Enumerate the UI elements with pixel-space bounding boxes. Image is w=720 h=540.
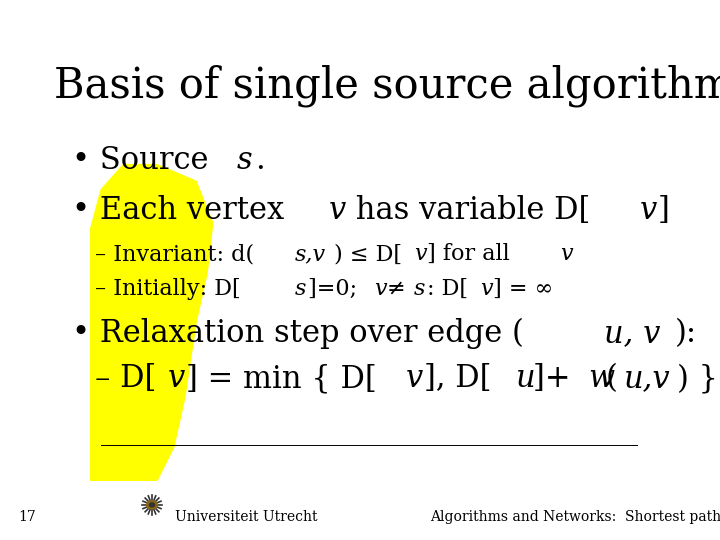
Text: ) }: ) } [678, 363, 719, 394]
Text: ≠: ≠ [387, 278, 413, 300]
Text: – Initially: D[: – Initially: D[ [95, 278, 240, 300]
Text: v: v [640, 195, 657, 226]
Text: ] = min { D[: ] = min { D[ [186, 363, 377, 394]
Text: ]: ] [657, 195, 670, 226]
Text: • Relaxation step over edge (: • Relaxation step over edge ( [72, 318, 524, 349]
Text: – Invariant: d(: – Invariant: d( [95, 243, 254, 265]
Text: .: . [255, 145, 264, 176]
Text: : D[: : D[ [427, 278, 468, 300]
Text: u, v: u, v [603, 318, 660, 349]
Text: v: v [168, 363, 186, 394]
Text: s: s [414, 278, 426, 300]
Text: w: w [588, 363, 614, 394]
Text: – D[: – D[ [95, 363, 156, 394]
Text: v: v [374, 278, 387, 300]
Text: • Source: • Source [72, 145, 218, 176]
Text: Universiteit Utrecht: Universiteit Utrecht [175, 510, 318, 524]
Text: Algorithms and Networks:  Shortest paths: Algorithms and Networks: Shortest paths [430, 510, 720, 524]
Text: • Each vertex: • Each vertex [72, 195, 294, 226]
Text: ]+: ]+ [534, 363, 580, 394]
Text: ]=0;: ]=0; [308, 278, 364, 300]
Text: u: u [516, 363, 535, 394]
Text: (: ( [606, 363, 618, 394]
Text: has variable D[: has variable D[ [346, 195, 591, 226]
Text: s: s [237, 145, 253, 176]
Text: v: v [414, 243, 426, 265]
Text: ):: ): [675, 318, 697, 349]
Text: Basis of single source algorithms: Basis of single source algorithms [54, 65, 720, 107]
Text: ], D[: ], D[ [424, 363, 491, 394]
Text: v: v [480, 278, 493, 300]
Text: s: s [295, 278, 307, 300]
Text: 17: 17 [18, 510, 36, 524]
Text: v: v [406, 363, 423, 394]
Text: ) ≤ D[: ) ≤ D[ [333, 243, 402, 265]
Text: u,v: u,v [624, 363, 671, 394]
Text: v: v [328, 195, 346, 226]
Text: ] for all: ] for all [426, 243, 516, 265]
Text: v: v [560, 243, 572, 265]
Text: s,v: s,v [295, 243, 326, 265]
Polygon shape [90, 165, 213, 481]
Text: ] = ∞: ] = ∞ [493, 278, 554, 300]
